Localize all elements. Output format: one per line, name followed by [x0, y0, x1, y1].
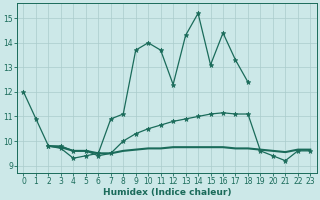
- X-axis label: Humidex (Indice chaleur): Humidex (Indice chaleur): [103, 188, 231, 197]
